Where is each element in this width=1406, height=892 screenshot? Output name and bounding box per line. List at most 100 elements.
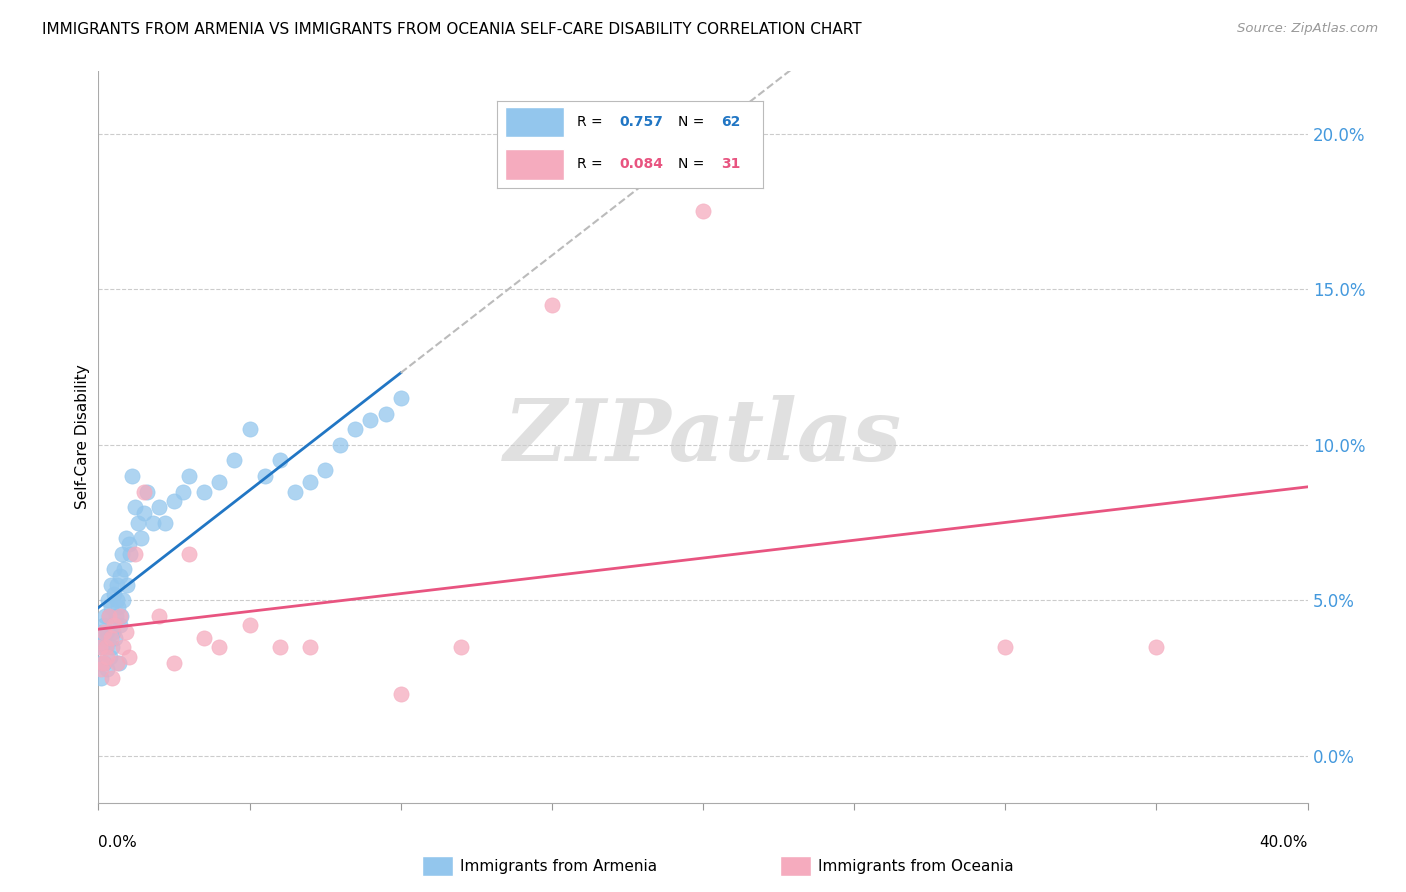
Point (450, 640, 472, 655)
Point (110, 609, 132, 624)
Point (105, 656, 128, 670)
Point (108, 618, 131, 632)
Point (314, 463, 336, 477)
Point (108, 609, 131, 624)
Point (129, 531, 152, 545)
Y-axis label: Self-Care Disability: Self-Care Disability (75, 365, 90, 509)
Text: 40.0%: 40.0% (1260, 836, 1308, 850)
Point (132, 506, 155, 520)
Point (94, 609, 117, 624)
Text: 0.757: 0.757 (620, 115, 664, 128)
Point (97, 593, 120, 607)
Point (114, 624, 136, 639)
Point (101, 671, 124, 685)
Point (91, 640, 114, 655)
Point (172, 484, 194, 499)
Point (111, 593, 134, 607)
Point (98, 649, 121, 664)
Point (142, 516, 165, 530)
Point (91, 656, 114, 670)
Text: Source: ZipAtlas.com: Source: ZipAtlas.com (1237, 22, 1378, 36)
Point (135, 484, 157, 499)
Point (121, 469, 143, 483)
Point (148, 500, 170, 515)
Point (118, 649, 141, 664)
Point (120, 547, 142, 561)
Point (101, 640, 124, 655)
Point (127, 516, 149, 530)
Point (389, 687, 412, 701)
Point (111, 547, 134, 561)
Point (224, 453, 246, 467)
Point (374, 407, 396, 421)
Point (239, 618, 262, 632)
Point (193, 484, 215, 499)
Point (163, 656, 186, 670)
Point (104, 631, 127, 645)
Point (90, 624, 112, 639)
Point (96, 649, 118, 664)
Point (269, 453, 291, 467)
Point (179, 469, 201, 483)
Point (96, 624, 118, 639)
Point (299, 640, 322, 655)
Text: 0.0%: 0.0% (98, 836, 138, 850)
Point (91, 631, 114, 645)
Point (98, 609, 121, 624)
Point (208, 640, 231, 655)
Point (541, 298, 564, 312)
Point (96, 662, 118, 676)
Point (90, 671, 112, 685)
Text: N =: N = (678, 157, 709, 170)
Point (269, 640, 291, 655)
Point (132, 484, 155, 499)
Point (100, 599, 122, 614)
Text: N =: N = (678, 115, 709, 128)
Text: R =: R = (578, 115, 607, 128)
Text: R =: R = (578, 157, 607, 170)
Point (253, 469, 276, 483)
Text: 31: 31 (721, 157, 741, 170)
Point (105, 593, 128, 607)
Point (163, 494, 186, 508)
Point (193, 631, 215, 645)
Point (100, 631, 122, 645)
Point (148, 609, 170, 624)
Point (93, 656, 115, 670)
Point (89, 640, 111, 655)
Text: ZIPatlas: ZIPatlas (503, 395, 903, 479)
Text: 0.084: 0.084 (620, 157, 664, 170)
Point (108, 568, 131, 582)
Point (344, 422, 367, 436)
Point (94, 640, 117, 655)
Point (360, 413, 382, 427)
Point (93, 618, 115, 632)
Point (389, 391, 412, 405)
Point (103, 618, 125, 632)
Point (208, 475, 231, 490)
Point (103, 562, 125, 576)
Text: Immigrants from Oceania: Immigrants from Oceania (818, 859, 1014, 873)
Point (108, 656, 131, 670)
Point (114, 531, 136, 545)
Text: 62: 62 (721, 115, 741, 128)
Text: Immigrants from Armenia: Immigrants from Armenia (460, 859, 657, 873)
Bar (505, 107, 564, 137)
Point (1146, 640, 1168, 655)
Point (105, 578, 128, 592)
Point (994, 640, 1017, 655)
Bar (505, 149, 564, 179)
Point (89, 656, 111, 670)
Point (124, 500, 146, 515)
Point (115, 578, 138, 592)
Point (118, 537, 141, 551)
Point (93, 624, 115, 639)
Text: IMMIGRANTS FROM ARMENIA VS IMMIGRANTS FROM OCEANIA SELF-CARE DISABILITY CORRELAT: IMMIGRANTS FROM ARMENIA VS IMMIGRANTS FR… (42, 22, 862, 37)
Point (111, 640, 134, 655)
Point (101, 624, 124, 639)
Point (107, 599, 129, 614)
Point (179, 547, 201, 561)
Point (104, 609, 127, 624)
Point (98, 609, 121, 624)
Point (692, 204, 714, 219)
